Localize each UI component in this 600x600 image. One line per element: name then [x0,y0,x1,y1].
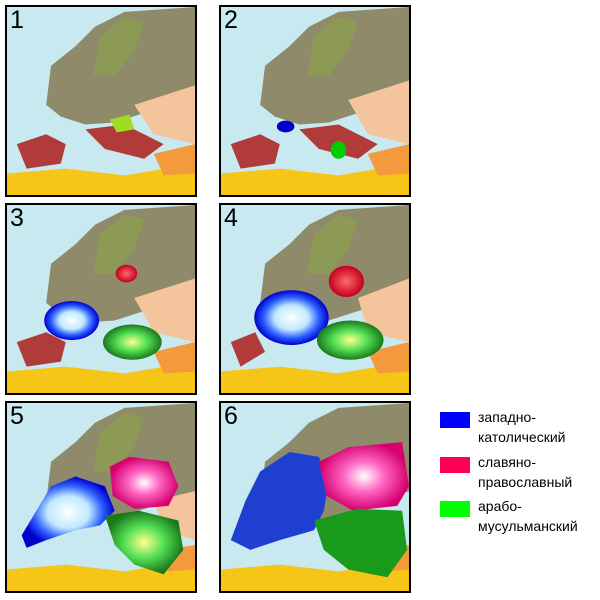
panel-number: 3 [10,204,24,232]
legend-label-line1: западно- [478,409,536,425]
east-steppe [134,85,195,145]
muslim-area [102,324,162,360]
map-panel-3: 3 [5,203,197,395]
legend-label-line2: православный [478,474,573,490]
muslim-area [104,510,184,575]
catholic-area [254,290,329,346]
europe-map [221,7,409,195]
catholic-area [21,476,115,548]
scandinavia [93,16,145,76]
orthodox-area [318,442,409,511]
panel-number: 4 [224,204,238,232]
catholic-area [44,300,100,341]
legend-label-line2: мусульманский [478,518,578,534]
map-panel-1: 1 [5,5,197,197]
map-panel-5: 5 [5,401,197,593]
map-panel-2: 2 [219,5,411,197]
europe-map [7,7,195,195]
europe-map [7,205,195,393]
muslim-seed [330,141,347,159]
muslim-swatch [440,501,470,517]
panel-number: 5 [10,402,24,430]
legend-label-line1: славяно- [478,454,536,470]
panel-number: 2 [224,6,238,34]
roman-east [85,124,164,159]
legend-label-line2: католический [478,429,566,445]
catholic-swatch [440,412,470,428]
roman-west [16,134,66,169]
europe-map [7,403,195,591]
catholic-area [230,451,329,550]
sahara [7,163,195,195]
panel-number: 6 [224,402,238,430]
green-patch [109,114,135,133]
panel-number: 1 [10,6,24,34]
catholic-seed [276,120,295,133]
orthodox-area [328,265,364,298]
europe-map [221,205,409,393]
orthodox-seed [115,264,138,283]
map-panel-6: 6 [219,401,411,593]
muslim-area [314,508,408,578]
europe-map [221,403,409,591]
arabia [153,144,195,176]
legend-label-line1: арабо- [478,498,522,514]
orthodox-swatch [440,457,470,473]
orthodox-area [109,456,179,509]
muslim-area [316,320,384,360]
map-panel-4: 4 [219,203,411,395]
